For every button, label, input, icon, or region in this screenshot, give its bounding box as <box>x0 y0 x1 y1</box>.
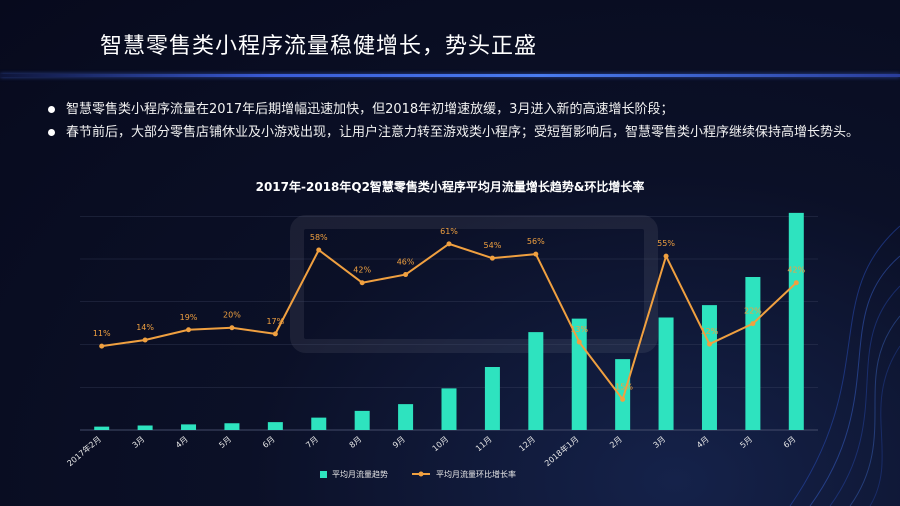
title-divider <box>0 74 900 77</box>
decorative-waves-icon <box>789 225 900 506</box>
bar-17 <box>788 212 804 430</box>
x-tick-label-15: 4月 <box>695 435 711 450</box>
line-point-3 <box>186 327 192 333</box>
line-point-10 <box>489 255 495 261</box>
line-point-2 <box>142 337 148 343</box>
line-point-16 <box>750 321 756 327</box>
legend-line-marker <box>418 471 424 477</box>
bar-12 <box>571 318 587 430</box>
x-tick-label-1: 2017年2月 <box>65 434 103 468</box>
watermark-logo <box>290 215 658 353</box>
data-label-17: 42% <box>787 266 805 275</box>
data-label-14: 55% <box>657 239 675 248</box>
x-tick-label-10: 11月 <box>474 435 494 454</box>
bar-7 <box>354 410 370 430</box>
x-tick-label-5: 6月 <box>261 435 277 450</box>
bar-8 <box>398 404 414 430</box>
line-point-6 <box>316 247 322 253</box>
data-label-9: 61% <box>440 227 458 236</box>
bar-4 <box>224 423 240 430</box>
line-point-7 <box>359 280 365 286</box>
bar-6 <box>311 417 327 430</box>
data-label-6: 58% <box>310 233 328 242</box>
bullet-dot-icon <box>48 129 55 136</box>
bar-15 <box>701 305 717 430</box>
line-point-11 <box>533 251 539 257</box>
bar-5 <box>267 422 283 430</box>
x-tick-label-11: 12月 <box>517 435 537 454</box>
bar-9 <box>441 388 457 430</box>
legend-bar-swatch <box>320 471 327 478</box>
x-tick-label-17: 6月 <box>782 435 798 450</box>
data-label-5: 17% <box>266 317 284 326</box>
x-tick-label-4: 5月 <box>217 435 233 450</box>
line-point-8 <box>403 272 409 278</box>
line-point-15 <box>706 341 712 347</box>
data-label-11: 56% <box>527 237 545 246</box>
line-point-13 <box>620 396 626 402</box>
data-label-8: 46% <box>397 258 415 267</box>
line-point-5 <box>272 331 278 337</box>
x-tick-label-6: 7月 <box>304 435 320 450</box>
legend-line-label: 平均月流量环比增长率 <box>436 469 516 479</box>
x-tick-label-13: 2月 <box>608 435 624 450</box>
bullet-list: 智慧零售类小程序流量在2017年后期增幅迅速加快，但2018年初增速放缓，3月进… <box>48 98 868 144</box>
bar-13 <box>615 359 631 430</box>
line-point-14 <box>663 253 669 259</box>
line-point-9 <box>446 241 452 247</box>
bar-14 <box>658 317 674 430</box>
data-label-15: 12% <box>701 327 719 336</box>
x-tick-label-2: 3月 <box>131 435 147 450</box>
data-label-10: 54% <box>484 241 502 250</box>
data-label-13: -15% <box>612 382 633 391</box>
x-tick-label-9: 10月 <box>431 435 451 454</box>
bullet-text-2: 春节前后，大部分零售店铺休业及小游戏出现，让用户注意力转至游戏类小程序；受短暂影… <box>66 125 860 140</box>
growth-rate-line <box>101 242 797 401</box>
bullet-item-2: 春节前后，大部分零售店铺休业及小游戏出现，让用户注意力转至游戏类小程序；受短暂影… <box>48 121 868 144</box>
line-point-1 <box>99 343 105 349</box>
bar-3 <box>181 424 197 430</box>
bar-1 <box>94 426 110 430</box>
bullet-item-1: 智慧零售类小程序流量在2017年后期增幅迅速加快，但2018年初增速放缓，3月进… <box>48 98 868 121</box>
data-label-1: 11% <box>93 329 111 338</box>
bullet-dot-icon <box>48 106 55 113</box>
x-tick-label-7: 8月 <box>348 435 364 450</box>
x-tick-label-12: 2018年1月 <box>542 434 580 468</box>
bar-11 <box>528 332 544 430</box>
data-label-16: 22% <box>744 307 762 316</box>
bar-2 <box>137 425 153 430</box>
chart-title: 2017年-2018年Q2智慧零售类小程序平均月流量增长趋势&环比增长率 <box>255 180 645 194</box>
legend-bar-label: 平均月流量趋势 <box>332 469 388 479</box>
data-label-3: 19% <box>180 313 198 322</box>
data-label-4: 20% <box>223 311 241 320</box>
x-tick-label-16: 5月 <box>738 435 754 450</box>
data-label-12: 13% <box>570 325 588 334</box>
page-title: 智慧零售类小程序流量稳健增长，势头正盛 <box>100 34 538 59</box>
bar-10 <box>484 367 500 430</box>
line-point-17 <box>793 280 799 286</box>
x-tick-label-3: 4月 <box>174 435 190 450</box>
x-tick-label-14: 3月 <box>652 435 668 450</box>
data-label-2: 14% <box>136 323 154 332</box>
bullet-text-1: 智慧零售类小程序流量在2017年后期增幅迅速加快，但2018年初增速放缓，3月进… <box>66 102 674 117</box>
line-point-4 <box>229 325 235 331</box>
x-tick-label-8: 9月 <box>391 435 407 450</box>
line-point-12 <box>576 339 582 345</box>
bar-16 <box>745 277 761 430</box>
data-label-7: 42% <box>353 266 371 275</box>
